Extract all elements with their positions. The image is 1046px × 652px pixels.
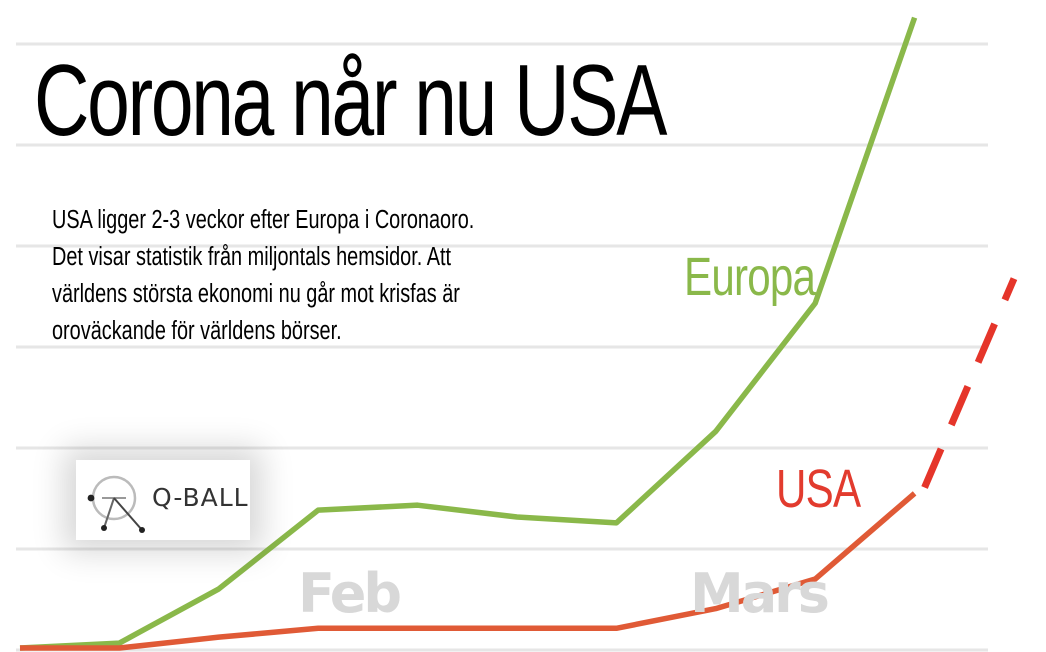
series-line-usa: [20, 491, 917, 651]
logo-text: Q-BALL: [152, 483, 249, 512]
q-ball-logo: Q-BALL: [76, 460, 250, 540]
series-lines: [19, 16, 1018, 651]
x-tick-label-mars: Mars: [690, 562, 830, 625]
series-line-usa-projection: [921, 277, 1018, 489]
series-label-usa: USA: [776, 459, 861, 519]
series-label-europa: Europa: [684, 247, 816, 307]
chart-title: Corona når nu USA: [34, 45, 667, 157]
series-line-europa: [19, 16, 918, 651]
q-ball-logo-icon: [87, 475, 145, 533]
x-tick-label-feb: Feb: [298, 562, 402, 625]
gridlines: [16, 42, 988, 652]
chart-subtitle: USA ligger 2-3 veckor efter Europa i Cor…: [52, 206, 475, 345]
